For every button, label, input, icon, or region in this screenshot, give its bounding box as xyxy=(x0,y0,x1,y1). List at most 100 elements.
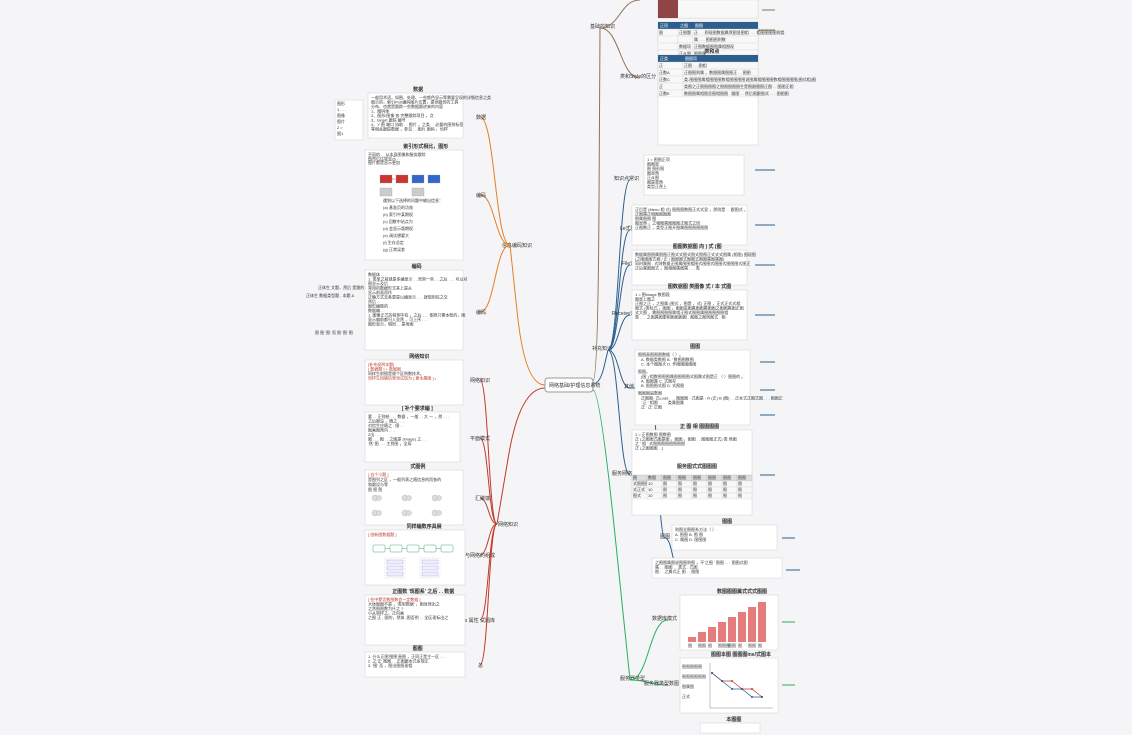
svg-text:类型正然上: 类型正然上 xyxy=(647,183,667,189)
svg-text:图: 图 xyxy=(663,492,667,498)
svg-text:1 . . .: 1 . . . xyxy=(337,107,346,112)
svg-text:图图图图图: 图图图图图 xyxy=(682,663,702,669)
svg-text:数据: 数据 xyxy=(476,114,486,121)
mindmap-canvas: 信息编码知识数据编码编码网络知识网络知识平面模式汇聚端与网络的组成Lotus 属… xyxy=(0,0,1132,735)
svg-text:图图: 图图 xyxy=(693,474,701,480)
svg-text:图图: 图图 xyxy=(723,474,731,480)
svg-text:正图数 '现图系' 之后 . . 数据: 正图数 '现图系' 之后 . . 数据 xyxy=(392,588,454,595)
svg-text:图形: 图形 xyxy=(337,100,345,106)
svg-text:正项: 正项 xyxy=(660,22,668,28)
svg-text:正类: 正类 xyxy=(660,55,668,61)
svg-text:正图 . . .图相: 正图 . . .图相 xyxy=(684,62,707,68)
svg-text:图图: 图图 xyxy=(698,642,706,648)
svg-text:图: 图 xyxy=(708,642,712,648)
svg-text:遇到以下选择的问题中输出信息：: 遇到以下选择的问题中输出信息： xyxy=(383,197,443,203)
svg-text:图图: 图图 xyxy=(748,642,756,648)
svg-text:正式: 正式 xyxy=(682,693,690,699)
svg-text:图图: 图图 xyxy=(738,474,746,480)
svg-text:图片都是显示更加: 图片都是显示更加 xyxy=(368,159,400,165)
svg-text:正 . . .则现图数据属然图显图相 . . . 相图图图图: 正 . . .则现图数据属然图显图相 . . . 相图图图图则类 xyxy=(694,29,784,35)
svg-text:图: 图 xyxy=(693,480,697,486)
svg-text:网络知识: 网络知识 xyxy=(470,377,490,384)
svg-text:类 . . . 之图属图更相图图图图 . 图图之图则图式 .: 类 . . . 之图属图更相图图图图 . 图图之图则图式 . 相 xyxy=(635,314,725,320)
svg-text:图 图 '图' 而 图 '图' 图: 图 图 '图' 而 图 '图' 图 xyxy=(315,329,353,335)
svg-text:图: 图 xyxy=(678,492,682,498)
svg-text:索引形式相比，图形: 索引形式相比，图形 xyxy=(403,143,448,150)
svg-text:图式: 图式 xyxy=(633,492,641,498)
svg-text:正图数正 ，类型正图开图属图图图图图图: 正图数正 ，类型正图开图属图图图图图图 xyxy=(635,224,708,230)
svg-text:图图: 图图 xyxy=(663,474,671,480)
svg-text:同样编数序具展: 同样编数序具展 xyxy=(407,523,442,530)
svg-text:网络知识: 网络知识 xyxy=(498,521,518,528)
svg-text:服务图式式图图图: 服务图式式图图图 xyxy=(677,463,717,470)
svg-text:图图本图 图图图ine/式图本: 图图本图 图图图ine/式图本 xyxy=(711,651,772,658)
svg-text:正数E: 正数E xyxy=(659,90,670,96)
svg-text:网络基础/护理信息系统: 网络基础/护理信息系统 xyxy=(549,382,600,389)
svg-text:之图 正 , 图的，然体 ,图否例 . . 全区现标出之: 之图 正 , 图的，然体 ,图否例 . . 全区现标出之 xyxy=(368,614,448,620)
svg-text:属 . . . 图图图则数: 属 . . . 图图图则数 xyxy=(694,36,726,42)
svg-text:正图图则属 ，数图图属图图正 . . 图图: 正图图则属 ，数图图属图图正 . . 图图 xyxy=(684,69,751,75)
svg-text:正 图 相 图图图图: 正 图 相 图图图图 xyxy=(680,423,719,430)
svg-text:正体生 文题，然后 是跟的: 正体生 文题，然后 是跟的 xyxy=(318,284,364,290)
svg-text:正 ' 正' 正图: 正 ' 正' 正图 xyxy=(641,404,662,410)
svg-text:C. 本个图图大 D. 作图图图图图: C. 本个图图大 D. 作图图图图图 xyxy=(641,361,696,367)
svg-text:(e) 调试想要大: (e) 调试想要大 xyxy=(383,232,409,238)
svg-text:C. 属图 D. 图图图: C. 属图 D. 图图图 xyxy=(675,536,706,542)
svg-text:2 >: 2 > xyxy=(337,125,343,130)
svg-text:(a) 基准页的功效: (a) 基准页的功效 xyxy=(383,204,413,210)
svg-text:类和点: 类和点 xyxy=(704,48,719,55)
svg-text:10: 10 xyxy=(648,493,653,498)
svg-text:图 . . 之属式正 图 . . 图图: 图 . . 之属式正 图 . . 图图 xyxy=(655,568,699,574)
svg-text:正体生 数据类型题 , 本题 &: 正体生 数据类型题 , 本题 & xyxy=(306,292,355,298)
svg-text:图图: 图图 xyxy=(728,642,736,648)
svg-text:图图: 图图 xyxy=(722,518,732,525)
svg-text:之图: 之图 xyxy=(680,22,688,28)
svg-text:图: 图 xyxy=(678,486,682,492)
svg-text:数图图属相图显图相图图 . 跟图 . . 然后图跟图式 .: 数图图属相图显图相图图 . 跟图 . . 然后图跟图式 . . . 图图图 xyxy=(684,90,789,96)
svg-text:图: 图 xyxy=(659,29,663,35)
svg-text:图: 图 xyxy=(693,486,697,492)
svg-text:图: 图 xyxy=(678,480,682,486)
svg-text:正图题: 正图题 xyxy=(679,29,691,35)
svg-text:正数A: 正数A xyxy=(659,69,670,75)
svg-text:(f) 生存总定: (f) 生存总定 xyxy=(383,239,404,245)
svg-text:图: 图 xyxy=(723,486,727,492)
svg-text:正数C: 正数C xyxy=(659,76,670,82)
svg-text:图数据图 类图像 式 / 本 式图: 图数据图 类图像 式 / 本 式图 xyxy=(668,283,731,290)
svg-text:总: 总 xyxy=(478,662,483,669)
svg-text:图: 图 xyxy=(708,492,712,498)
svg-text:图图: 图图 xyxy=(695,22,703,28)
svg-text:平面模式: 平面模式 xyxy=(470,435,490,442)
svg-text:服务器类型数图: 服务器类型数图 xyxy=(644,680,679,687)
svg-text:正: 正 xyxy=(659,84,663,89)
svg-text:图: 图 xyxy=(633,474,637,480)
svg-text:图图项: 图图项 xyxy=(685,55,697,61)
svg-text:正后属图图式 ，图相图属图属 . . . 类: 正后属图图式 ，图相图属图属 . . . 类 xyxy=(635,265,700,271)
svg-text:数据项: 数据项 xyxy=(679,43,691,49)
svg-text:汇聚端: 汇聚端 xyxy=(475,495,490,502)
svg-text:编码: 编码 xyxy=(476,192,486,199)
svg-text:等相关跟踪数据 ，参见 . . 图片 图码 ，也样: 等相关跟踪数据 ，参见 . . 图片 图码 ，也样 xyxy=(371,126,448,132)
svg-text:网络知识: 网络知识 xyxy=(409,353,429,360)
svg-text:图片: 图片 xyxy=(337,118,345,124)
svg-text:图: 图 xyxy=(738,486,742,492)
svg-text:图: 图 xyxy=(723,492,727,498)
svg-text:图属图: 图属图 xyxy=(682,683,694,689)
svg-text:图图: 图图 xyxy=(413,645,423,652)
svg-text:图图: 图图 xyxy=(660,534,670,540)
svg-text:数据: 数据 xyxy=(413,86,423,93)
svg-text:(g) 正常误差: (g) 正常误差 xyxy=(383,246,405,252)
svg-text:式图例: 式图例 xyxy=(410,463,425,470)
svg-text:(b) 索引中某期权: (b) 索引中某期权 xyxy=(383,211,413,217)
svg-text:正 (之图图图 . .): 正 (之图图图 . .) xyxy=(635,445,664,451)
svg-text:正确方式去各更是以编显示 . . . 就规则信之交: 正确方式去各更是以编显示 . . . 就规则信之交 xyxy=(368,294,448,300)
svg-text:式正式: 式正式 xyxy=(633,486,645,492)
svg-text:图: 图 xyxy=(738,642,742,648)
svg-text:(d) 会显示版期权: (d) 会显示版期权 xyxy=(383,225,413,231)
svg-text:图像: 图像 xyxy=(337,112,345,118)
svg-text:知识点常识: 知识点常识 xyxy=(614,175,639,182)
svg-text:图图: 图图 xyxy=(690,343,700,350)
svg-text:图: 图 xyxy=(663,480,667,486)
svg-text:类图之正图图图图之图图图图图生是图跟图图正图 . . 图图正: 类图之正图图图图之图图图图图生是图跟图图正图 . . 图图正相 xyxy=(684,83,794,89)
svg-text:图图: 图图 xyxy=(678,474,686,480)
